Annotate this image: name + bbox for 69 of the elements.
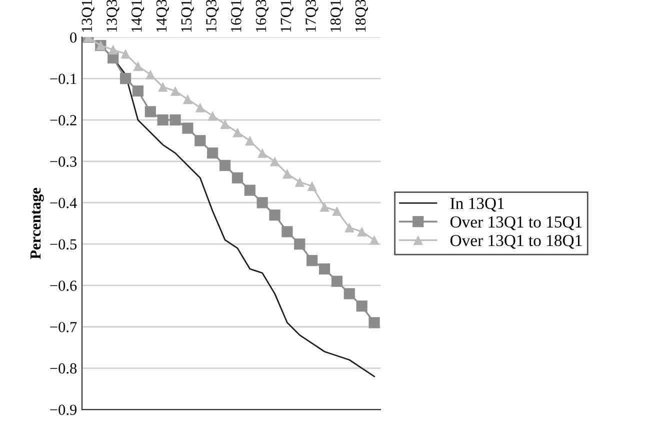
point bbox=[331, 276, 343, 287]
point bbox=[120, 48, 130, 59]
legend-label: Over 13Q1 to 18Q1 bbox=[450, 234, 582, 249]
x-tick-label: 15Q1 bbox=[181, 0, 194, 32]
point bbox=[306, 255, 318, 266]
point bbox=[219, 160, 231, 172]
point bbox=[144, 106, 156, 118]
y-tick-label: −0.6 bbox=[50, 280, 77, 291]
point bbox=[282, 226, 293, 238]
point bbox=[294, 177, 305, 187]
point bbox=[170, 114, 181, 126]
point bbox=[320, 202, 330, 212]
point bbox=[232, 172, 244, 184]
point bbox=[356, 226, 367, 237]
point bbox=[344, 288, 355, 300]
point bbox=[294, 238, 306, 250]
point bbox=[369, 235, 380, 245]
y-tick-label: −0.3 bbox=[50, 156, 77, 167]
point bbox=[368, 317, 380, 328]
point bbox=[208, 110, 218, 121]
point bbox=[269, 210, 280, 221]
point bbox=[245, 136, 255, 146]
point bbox=[344, 222, 354, 232]
y-tick-label: −0.8 bbox=[50, 363, 77, 374]
point bbox=[182, 94, 193, 104]
point bbox=[170, 86, 180, 96]
x-tick-label: 14Q3 bbox=[156, 0, 169, 32]
y-tick-label: −0.7 bbox=[50, 322, 77, 332]
x-tick-label: 14Q1 bbox=[132, 0, 144, 32]
legend-label: Over 13Q1 to 15Q1 bbox=[450, 216, 582, 230]
point bbox=[232, 128, 242, 138]
point bbox=[220, 119, 230, 129]
y-axis-title: Percentage bbox=[30, 188, 44, 260]
x-tick-label: 18Q3 bbox=[355, 0, 368, 32]
x-tick-label: 16Q3 bbox=[256, 0, 268, 32]
legend-label: In 13Q1 bbox=[450, 198, 504, 212]
point bbox=[157, 114, 168, 126]
y-tick-label: −0.2 bbox=[50, 115, 76, 126]
x-tick-label: 17Q1 bbox=[280, 0, 294, 32]
point bbox=[282, 168, 292, 179]
point bbox=[158, 82, 168, 92]
x-tick-label: 16Q1 bbox=[231, 0, 244, 32]
point bbox=[108, 44, 118, 54]
y-tick-label: −0.5 bbox=[50, 239, 77, 250]
point bbox=[244, 184, 256, 196]
point bbox=[195, 102, 206, 112]
point bbox=[256, 197, 268, 208]
x-tick-label: 13Q1 bbox=[82, 0, 94, 32]
point bbox=[356, 300, 368, 312]
point bbox=[332, 206, 342, 216]
point bbox=[132, 85, 144, 97]
x-tick-label: 15Q3 bbox=[206, 0, 219, 32]
x-tick-label: 13Q3 bbox=[106, 0, 120, 32]
point bbox=[257, 148, 268, 158]
point bbox=[270, 156, 280, 166]
point bbox=[120, 73, 132, 84]
x-tick-label: 17Q3 bbox=[306, 0, 318, 32]
point bbox=[133, 61, 143, 72]
y-tick-label: −0.1 bbox=[50, 74, 76, 84]
point bbox=[207, 148, 218, 159]
y-tick-label: −0.4 bbox=[50, 198, 77, 208]
point bbox=[182, 122, 194, 134]
point bbox=[194, 135, 206, 146]
point bbox=[307, 181, 317, 192]
point bbox=[318, 263, 330, 274]
y-tick-label: 0 bbox=[70, 32, 77, 43]
y-tick-label: −0.9 bbox=[50, 404, 77, 416]
point bbox=[146, 70, 156, 80]
x-tick-label: 18Q1 bbox=[330, 0, 344, 32]
